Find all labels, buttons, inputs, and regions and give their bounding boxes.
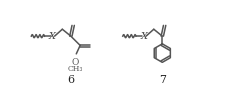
Text: 7: 7 (158, 75, 165, 85)
Text: X: X (140, 32, 146, 41)
Text: O: O (72, 58, 79, 67)
Text: 6: 6 (67, 75, 74, 85)
Text: CH₃: CH₃ (67, 65, 83, 73)
Text: X: X (49, 32, 55, 41)
